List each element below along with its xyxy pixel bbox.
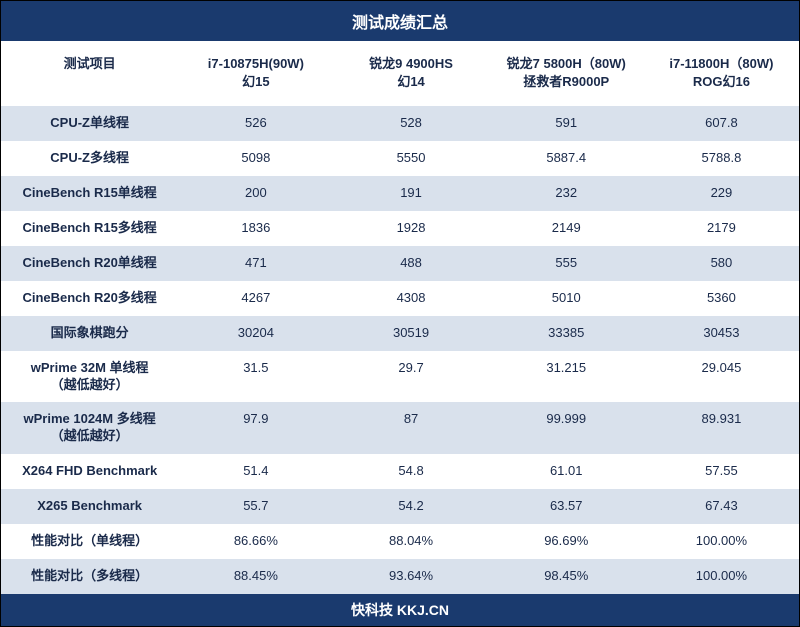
table-cell: 30519 — [333, 316, 488, 351]
table-cell: 2179 — [644, 211, 799, 246]
row-label: 国际象棋跑分 — [1, 316, 178, 351]
benchmark-table: 测试成绩汇总 测试项目 i7-10875H(90W) 幻15 锐龙9 4900H… — [0, 0, 800, 627]
row-label: CineBench R20单线程 — [1, 246, 178, 281]
table-cell: 33385 — [489, 316, 644, 351]
table-row: wPrime 1024M 多线程（越低越好）97.98799.99989.931 — [1, 402, 799, 454]
table-cell: 580 — [644, 246, 799, 281]
table-cell: 51.4 — [178, 454, 333, 489]
col-header-line2: 拯救者R9000P — [523, 74, 609, 89]
table-row: CineBench R15多线程1836192821492179 — [1, 211, 799, 246]
table-body: CPU-Z单线程526528591607.8CPU-Z多线程5098555058… — [1, 106, 799, 593]
table-cell: 471 — [178, 246, 333, 281]
table-cell: 488 — [333, 246, 488, 281]
table-cell: 86.66% — [178, 524, 333, 559]
col-header-cpu4: i7-11800H（80W) ROG幻16 — [644, 41, 799, 105]
table-cell: 4267 — [178, 281, 333, 316]
table-row: CineBench R20多线程4267430850105360 — [1, 281, 799, 316]
col-header-cpu1: i7-10875H(90W) 幻15 — [178, 41, 333, 105]
table-row: X264 FHD Benchmark51.454.861.0157.55 — [1, 454, 799, 489]
table-row: CineBench R20单线程471488555580 — [1, 246, 799, 281]
col-header-line1: 锐龙9 4900HS — [369, 56, 453, 71]
table-cell: 5010 — [489, 281, 644, 316]
table-cell: 89.931 — [644, 402, 799, 454]
table-cell: 97.9 — [178, 402, 333, 454]
col-header-test: 测试项目 — [1, 41, 178, 105]
table-cell: 30453 — [644, 316, 799, 351]
table-cell: 55.7 — [178, 489, 333, 524]
table-cell: 87 — [333, 402, 488, 454]
col-header-line2: ROG幻16 — [693, 74, 750, 89]
table-cell: 528 — [333, 106, 488, 141]
table-cell: 98.45% — [489, 559, 644, 594]
table-cell: 5360 — [644, 281, 799, 316]
table-cell: 5887.4 — [489, 141, 644, 176]
table-cell: 100.00% — [644, 524, 799, 559]
table-cell: 93.64% — [333, 559, 488, 594]
table-cell: 30204 — [178, 316, 333, 351]
row-label: CineBench R15单线程 — [1, 176, 178, 211]
col-header-cpu2: 锐龙9 4900HS 幻14 — [333, 41, 488, 105]
table-cell: 63.57 — [489, 489, 644, 524]
table-row: CPU-Z多线程509855505887.45788.8 — [1, 141, 799, 176]
row-label: 性能对比（单线程） — [1, 524, 178, 559]
table-cell: 607.8 — [644, 106, 799, 141]
row-label: X264 FHD Benchmark — [1, 454, 178, 489]
table-cell: 5788.8 — [644, 141, 799, 176]
table-footer: 快科技 KKJ.CN — [1, 594, 799, 626]
table-cell: 526 — [178, 106, 333, 141]
table-header-row: 测试项目 i7-10875H(90W) 幻15 锐龙9 4900HS 幻14 锐… — [1, 41, 799, 106]
table-cell: 57.55 — [644, 454, 799, 489]
table-cell: 99.999 — [489, 402, 644, 454]
table-cell: 31.5 — [178, 351, 333, 403]
table-cell: 100.00% — [644, 559, 799, 594]
row-label: CPU-Z多线程 — [1, 141, 178, 176]
table-row: 性能对比（单线程）86.66%88.04%96.69%100.00% — [1, 524, 799, 559]
row-label: wPrime 1024M 多线程（越低越好） — [1, 402, 178, 454]
col-header-line1: i7-10875H(90W) — [208, 56, 304, 71]
col-header-line1: i7-11800H（80W) — [669, 56, 773, 71]
table-row: 国际象棋跑分30204305193338530453 — [1, 316, 799, 351]
table-cell: 1928 — [333, 211, 488, 246]
col-header-line2: 幻15 — [242, 74, 269, 89]
table-cell: 5098 — [178, 141, 333, 176]
table-cell: 31.215 — [489, 351, 644, 403]
row-label: CineBench R15多线程 — [1, 211, 178, 246]
table-row: CineBench R15单线程200191232229 — [1, 176, 799, 211]
table-cell: 591 — [489, 106, 644, 141]
table-cell: 54.2 — [333, 489, 488, 524]
table-cell: 61.01 — [489, 454, 644, 489]
row-label: wPrime 32M 单线程（越低越好） — [1, 351, 178, 403]
table-cell: 96.69% — [489, 524, 644, 559]
table-cell: 54.8 — [333, 454, 488, 489]
table-cell: 29.045 — [644, 351, 799, 403]
table-cell: 555 — [489, 246, 644, 281]
table-cell: 2149 — [489, 211, 644, 246]
table-cell: 232 — [489, 176, 644, 211]
table-cell: 5550 — [333, 141, 488, 176]
table-title: 测试成绩汇总 — [1, 1, 799, 41]
table-cell: 88.45% — [178, 559, 333, 594]
table-cell: 229 — [644, 176, 799, 211]
table-cell: 191 — [333, 176, 488, 211]
table-cell: 29.7 — [333, 351, 488, 403]
table-cell: 4308 — [333, 281, 488, 316]
table-row: wPrime 32M 单线程（越低越好）31.529.731.21529.045 — [1, 351, 799, 403]
col-header-cpu3: 锐龙7 5800H（80W) 拯救者R9000P — [489, 41, 644, 105]
table-cell: 1836 — [178, 211, 333, 246]
table-row: 性能对比（多线程）88.45%93.64%98.45%100.00% — [1, 559, 799, 594]
table-cell: 200 — [178, 176, 333, 211]
table-cell: 67.43 — [644, 489, 799, 524]
row-label: 性能对比（多线程） — [1, 559, 178, 594]
table-row: X265 Benchmark55.754.263.5767.43 — [1, 489, 799, 524]
row-label: X265 Benchmark — [1, 489, 178, 524]
col-header-line1: 锐龙7 5800H（80W) — [507, 56, 626, 71]
row-label: CPU-Z单线程 — [1, 106, 178, 141]
row-label: CineBench R20多线程 — [1, 281, 178, 316]
col-header-label: 测试项目 — [64, 56, 116, 71]
table-cell: 88.04% — [333, 524, 488, 559]
col-header-line2: 幻14 — [397, 74, 424, 89]
table-row: CPU-Z单线程526528591607.8 — [1, 106, 799, 141]
